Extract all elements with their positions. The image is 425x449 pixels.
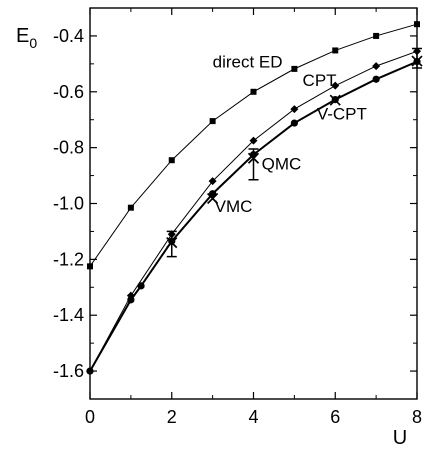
x-tick-label: 8 <box>412 407 422 427</box>
y-axis-label: E0 <box>16 25 37 51</box>
data-point-direct-ed <box>291 65 298 72</box>
y-tick-label: -0.8 <box>53 138 84 158</box>
data-point-v-cpt <box>137 282 145 290</box>
data-point-direct-ed <box>373 32 380 39</box>
y-tick-label: -1.2 <box>53 249 84 269</box>
data-point-direct-ed <box>87 263 93 270</box>
data-point-direct-ed <box>168 157 175 164</box>
series-vmc <box>166 55 423 249</box>
annotation-qmc: QMC <box>262 154 302 173</box>
data-point-v-cpt <box>86 367 94 375</box>
error-bar-qmc <box>248 148 259 181</box>
data-point-v-cpt <box>127 296 135 304</box>
x-tick-label: 2 <box>167 407 177 427</box>
series-v-cpt <box>86 58 421 375</box>
data-point-direct-ed <box>332 47 339 54</box>
annotation-vmc: VMC <box>215 197 253 216</box>
y-tick-label: -1.6 <box>53 361 84 381</box>
data-point-direct-ed <box>127 204 134 211</box>
data-point-cpt <box>249 136 258 145</box>
data-point-v-cpt <box>290 119 298 127</box>
data-point-cpt <box>372 62 381 71</box>
data-point-cpt <box>208 177 217 186</box>
series-layer <box>86 21 423 376</box>
annotation-direct-ed: direct ED <box>213 52 283 71</box>
y-tick-label: -0.6 <box>53 82 84 102</box>
series-line-v-cpt <box>89 60 418 372</box>
annotation-cpt: CPT <box>303 71 337 90</box>
y-axis-label-subscript: 0 <box>29 35 37 51</box>
data-point-cpt <box>331 81 340 90</box>
x-tick-label: 6 <box>330 407 340 427</box>
data-point-direct-ed <box>250 88 257 95</box>
y-tick-label: -0.4 <box>53 26 84 46</box>
annotations-layer: direct ED CPT V-CPT QMC VMC <box>213 52 367 215</box>
series-direct-ed <box>87 21 420 270</box>
error-bar-qmc <box>412 47 422 69</box>
x-tick-label: 0 <box>85 407 95 427</box>
data-point-cpt <box>290 105 299 114</box>
series-qmc <box>166 47 422 258</box>
annotation-v-cpt: V-CPT <box>317 105 367 124</box>
y-tick-label: -1.4 <box>53 305 84 325</box>
axis-ticks: 0 2 4 6 8 -1.6 -1.4 -1.2 -1.0 -0.8 -0.6 -0.4 <box>53 8 422 427</box>
data-point-direct-ed <box>209 118 216 125</box>
series-line-cpt <box>89 50 418 372</box>
x-axis-label: U <box>393 427 407 449</box>
y-axis-label-main: E <box>16 25 29 47</box>
series-cpt <box>86 47 421 376</box>
data-point-direct-ed <box>414 21 420 28</box>
data-point-vmc <box>329 94 341 106</box>
y-tick-label: -1.0 <box>53 194 84 214</box>
error-bar-qmc <box>166 230 177 258</box>
data-point-v-cpt <box>372 75 380 83</box>
data-point-vmc <box>207 192 219 205</box>
x-tick-label: 4 <box>248 407 258 427</box>
